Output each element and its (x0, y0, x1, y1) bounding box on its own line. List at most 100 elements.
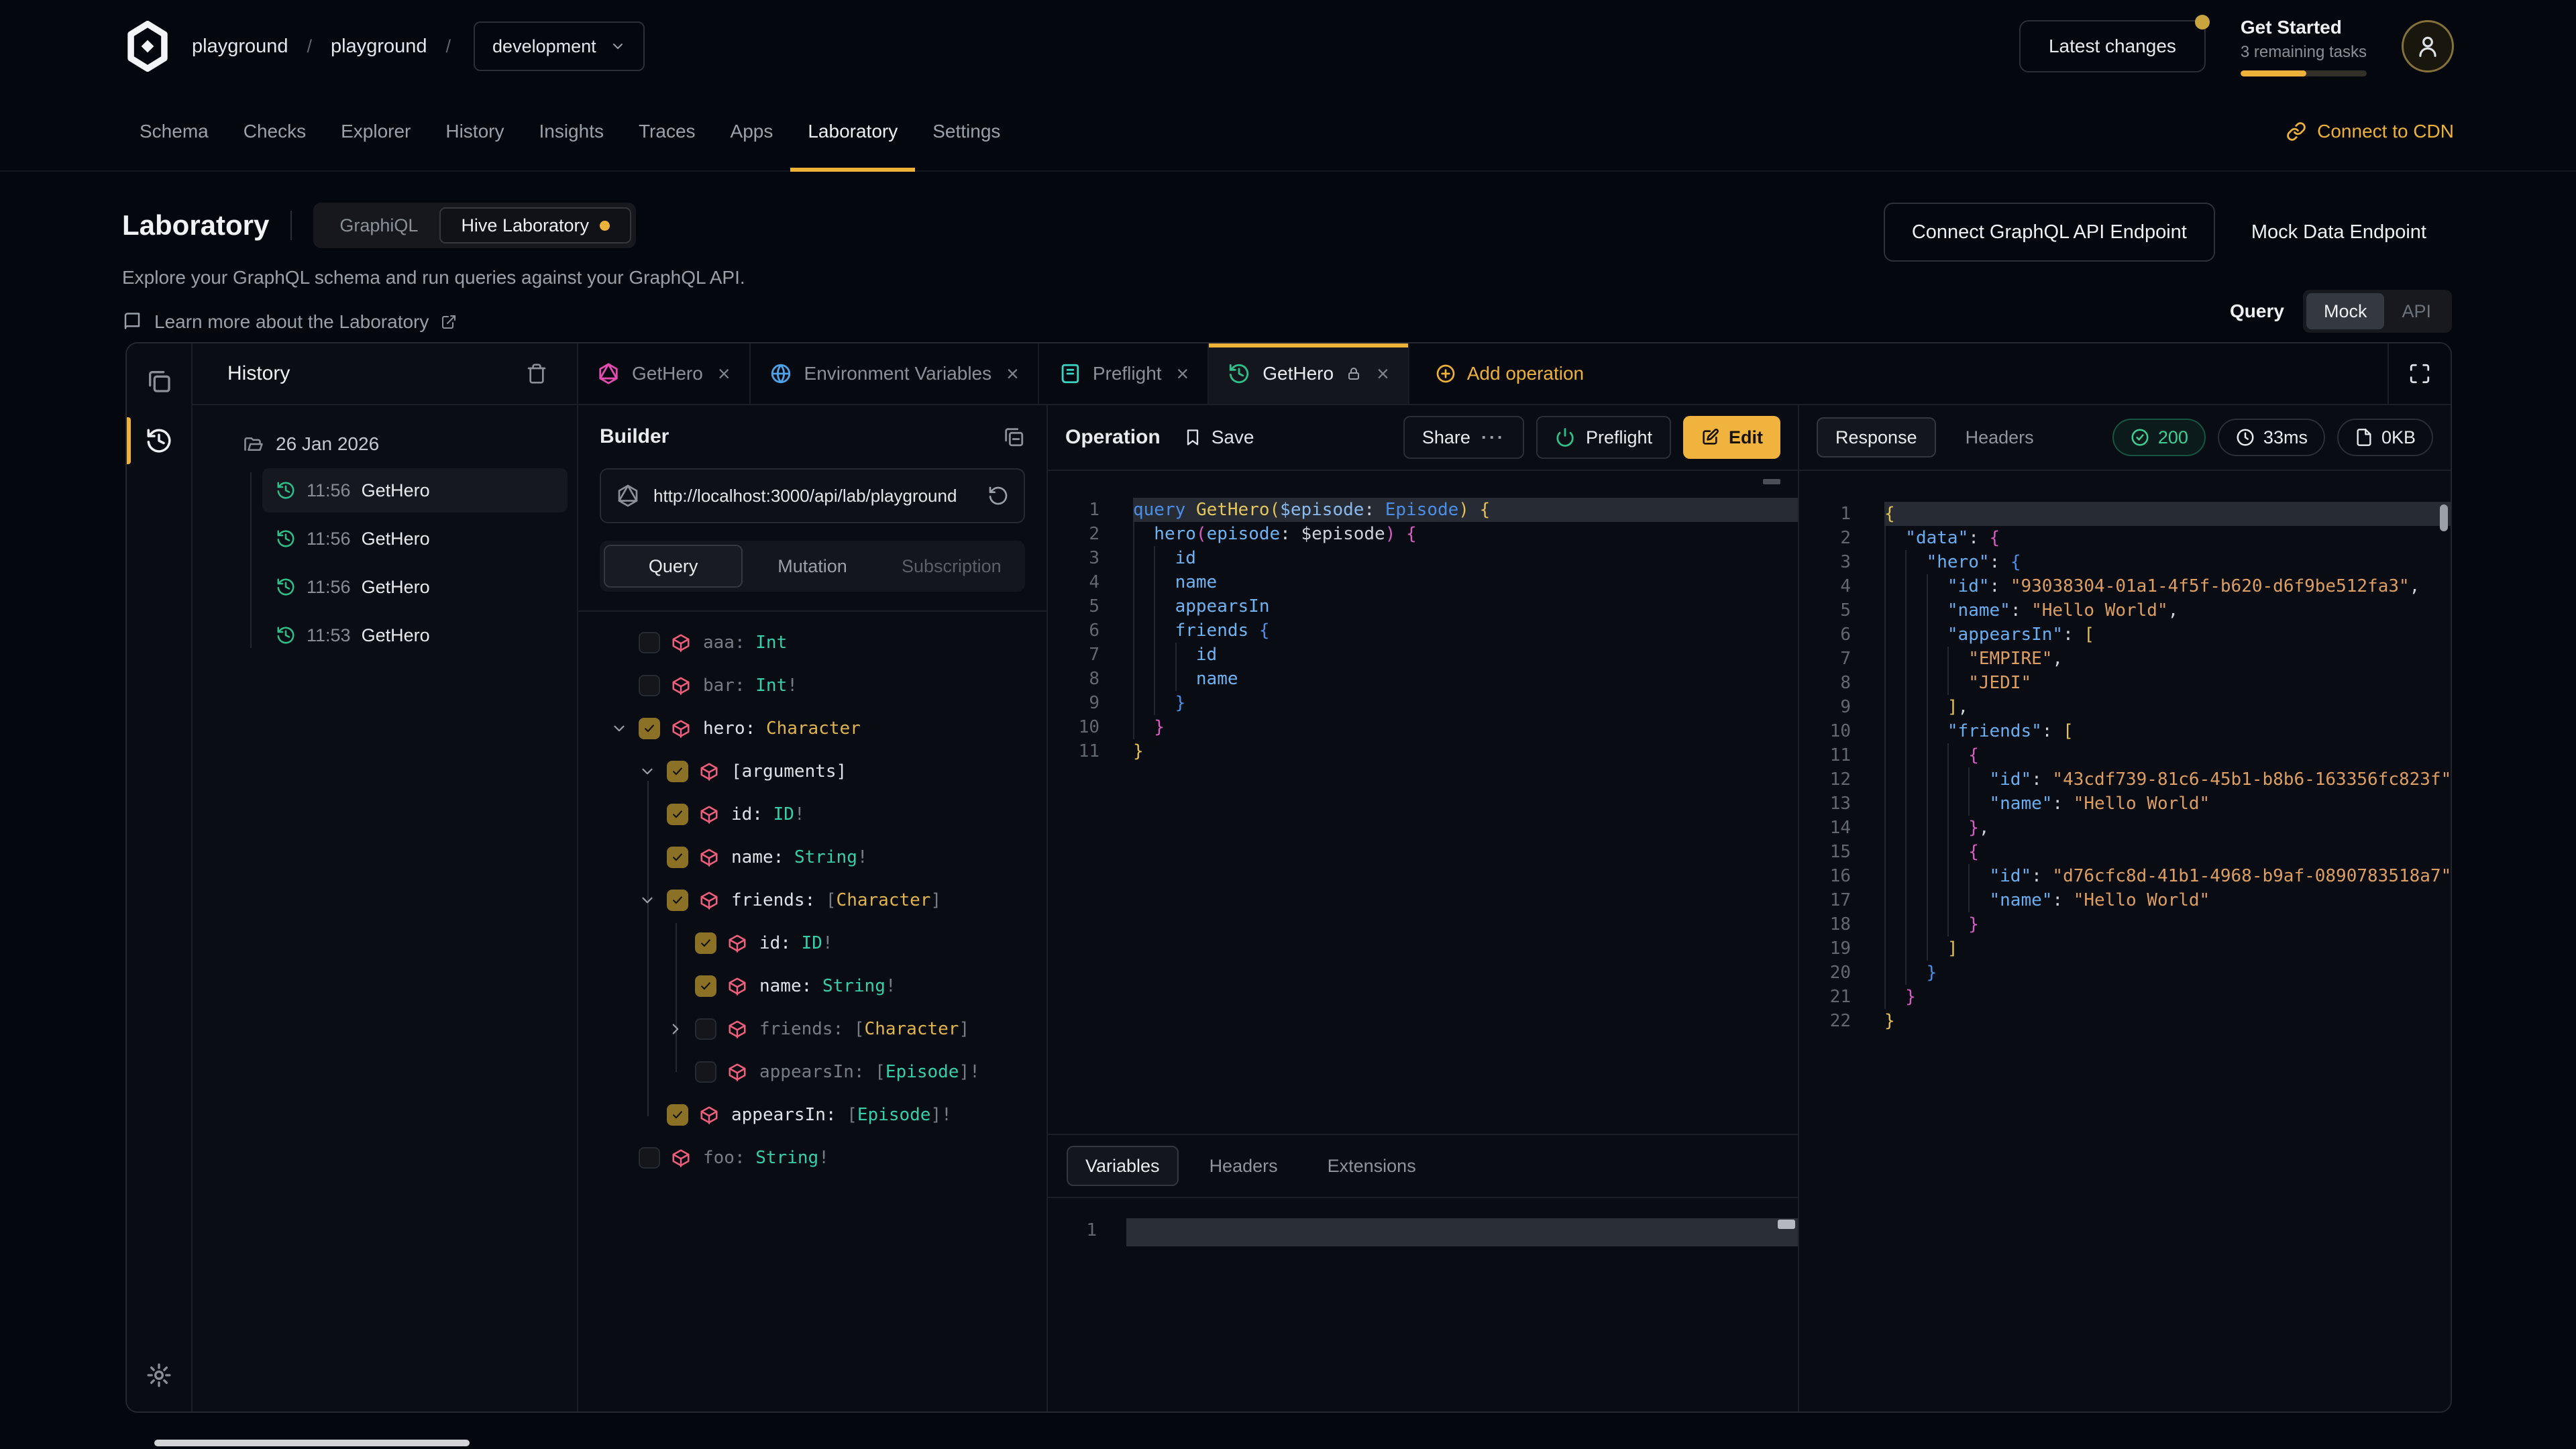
query-mode-api[interactable]: API (2402, 301, 2431, 321)
learn-more-link[interactable]: Learn more about the Laboratory (122, 311, 745, 333)
response-tab-response[interactable]: Response (1817, 417, 1936, 458)
variables-tab-variables[interactable]: Variables (1067, 1146, 1179, 1186)
close-icon[interactable]: × (1176, 362, 1189, 386)
history-date-group[interactable]: 26 Jan 2026 (193, 433, 568, 455)
query-editor[interactable]: 1 query GetHero($episode: Episode) {2 hero… (1048, 471, 1798, 1134)
field-checkbox[interactable] (667, 804, 688, 825)
chevron-right-icon[interactable] (667, 1020, 684, 1038)
builder-field-row[interactable]: appearsIn: [Episode]! (578, 1093, 1046, 1136)
history-item[interactable]: 11:56 GetHero (262, 468, 568, 513)
builder-field-row[interactable]: name: String! (578, 836, 1046, 879)
nav-tab-insights[interactable]: Insights (539, 121, 604, 142)
builder-field-tree: aaa: Int bar: Int! hero: Character [argumen… (578, 612, 1046, 1411)
nav-tab-settings[interactable]: Settings (932, 121, 1001, 142)
builder-field-row[interactable]: name: String! (578, 965, 1046, 1008)
fullscreen-button[interactable] (2387, 343, 2451, 404)
query-mode-mock[interactable]: Mock (2306, 293, 2385, 329)
builder-tab-mutation[interactable]: Mutation (777, 555, 847, 576)
builder-field-row[interactable]: foo: String! (578, 1136, 1046, 1179)
response-tab-headers[interactable]: Headers (1965, 427, 2034, 447)
history-item[interactable]: 11:56 GetHero (262, 517, 568, 561)
builder-field-row[interactable]: id: ID! (578, 922, 1046, 965)
preflight-button[interactable]: Preflight (1536, 416, 1671, 459)
add-operation-button[interactable]: Add operation (1409, 343, 1609, 404)
builder-field-row[interactable]: hero: Character (578, 707, 1046, 750)
duration-badge: 33ms (2217, 419, 2325, 456)
operation-tab-environment-variables[interactable]: Environment Variables × (751, 343, 1039, 404)
save-button[interactable]: Save (1183, 427, 1254, 448)
mode-option-graphiql[interactable]: GraphiQL (339, 215, 419, 235)
nav-tab-schema[interactable]: Schema (140, 121, 209, 142)
close-icon[interactable]: × (1006, 362, 1019, 386)
latest-changes-button[interactable]: Latest changes (2019, 15, 2210, 72)
mock-endpoint-button[interactable]: Mock Data Endpoint (2226, 203, 2452, 262)
scrollbar-thumb[interactable] (2440, 504, 2448, 531)
horizontal-scrollbar[interactable] (154, 1440, 470, 1446)
history-item[interactable]: 11:56 GetHero (262, 565, 568, 609)
code-content: "JEDI" (1884, 671, 2451, 695)
operation-tab-gethero[interactable]: GetHero × (1209, 343, 1409, 404)
field-checkbox[interactable] (639, 1147, 660, 1169)
collapse-panel-icon[interactable] (1002, 425, 1025, 448)
field-checkbox[interactable] (695, 932, 716, 954)
get-started-widget[interactable]: Get Started 3 remaining tasks (2240, 17, 2367, 76)
nav-tab-apps[interactable]: Apps (730, 121, 773, 142)
nav-tab-traces[interactable]: Traces (638, 121, 696, 142)
field-checkbox[interactable] (695, 1061, 716, 1083)
chevron-down-icon[interactable] (639, 892, 656, 909)
field-checkbox[interactable] (639, 675, 660, 696)
refresh-icon[interactable] (987, 485, 1009, 506)
field-checkbox[interactable] (667, 1104, 688, 1126)
close-icon[interactable]: × (1377, 362, 1389, 386)
field-checkbox[interactable] (639, 632, 660, 653)
builder-tab-subscription[interactable]: Subscription (902, 555, 1002, 576)
nav-tab-explorer[interactable]: Explorer (341, 121, 411, 142)
field-checkbox[interactable] (667, 890, 688, 911)
builder-field-row[interactable]: [arguments] (578, 750, 1046, 793)
history-item[interactable]: 11:53 GetHero (262, 613, 568, 657)
breadcrumb-org[interactable]: playground (192, 35, 288, 57)
share-button[interactable]: Share ··· (1403, 416, 1524, 459)
edit-button[interactable]: Edit (1683, 416, 1780, 459)
connect-cdn-link[interactable]: Connect to CDN (2286, 121, 2454, 142)
builder-field-row[interactable]: bar: Int! (578, 664, 1046, 707)
builder-field-row[interactable]: id: ID! (578, 793, 1046, 836)
close-icon[interactable]: × (717, 362, 731, 386)
operation-tab-gethero[interactable]: GetHero × (578, 343, 751, 404)
field-checkbox[interactable] (667, 847, 688, 868)
nav-tab-checks[interactable]: Checks (243, 121, 307, 142)
chevron-down-icon[interactable] (610, 720, 628, 737)
builder-field-row[interactable]: friends: [Character] (578, 879, 1046, 922)
code-content: name (1133, 570, 1798, 594)
field-checkbox[interactable] (667, 761, 688, 782)
variables-tab-headers[interactable]: Headers (1209, 1155, 1278, 1176)
response-viewer[interactable]: 1{2 "data": {3 "hero": {4 "id": "93038304-0… (1799, 471, 2451, 1411)
active-mode-dot (600, 220, 610, 231)
trash-icon[interactable] (526, 363, 547, 384)
user-avatar[interactable] (2402, 20, 2454, 72)
chevron-down-icon[interactable] (639, 763, 656, 780)
variables-tab-extensions[interactable]: Extensions (1327, 1155, 1416, 1176)
builder-field-row[interactable]: appearsIn: [Episode]! (578, 1051, 1046, 1093)
connect-endpoint-button[interactable]: Connect GraphQL API Endpoint (1883, 203, 2215, 262)
builder-field-row[interactable]: friends: [Character] (578, 1008, 1046, 1051)
operation-tab-preflight[interactable]: Preflight × (1039, 343, 1210, 404)
target-selector[interactable]: development (474, 21, 645, 71)
variables-editor[interactable]: 1 (1048, 1198, 1798, 1411)
history-rail-button[interactable] (127, 417, 191, 464)
field-checkbox[interactable] (695, 1018, 716, 1040)
settings-gear-button[interactable] (127, 1362, 191, 1389)
nav-tab-history[interactable]: History (445, 121, 504, 142)
nav-tab-laboratory[interactable]: Laboratory (790, 93, 916, 172)
scrollbar-thumb[interactable] (1778, 1220, 1795, 1229)
line-number: 11 (1078, 741, 1099, 761)
field-checkbox[interactable] (695, 975, 716, 997)
hive-logo-icon[interactable] (122, 21, 173, 72)
builder-tab-query[interactable]: Query (604, 545, 743, 588)
breadcrumb-project[interactable]: playground (331, 35, 427, 57)
builder-field-row[interactable]: aaa: Int (578, 621, 1046, 664)
endpoint-url-input[interactable]: http://localhost:3000/api/lab/playground (600, 468, 1025, 523)
mode-option-hive-laboratory[interactable]: Hive Laboratory (439, 207, 632, 244)
collections-rail-button[interactable] (127, 368, 191, 394)
field-checkbox[interactable] (639, 718, 660, 739)
